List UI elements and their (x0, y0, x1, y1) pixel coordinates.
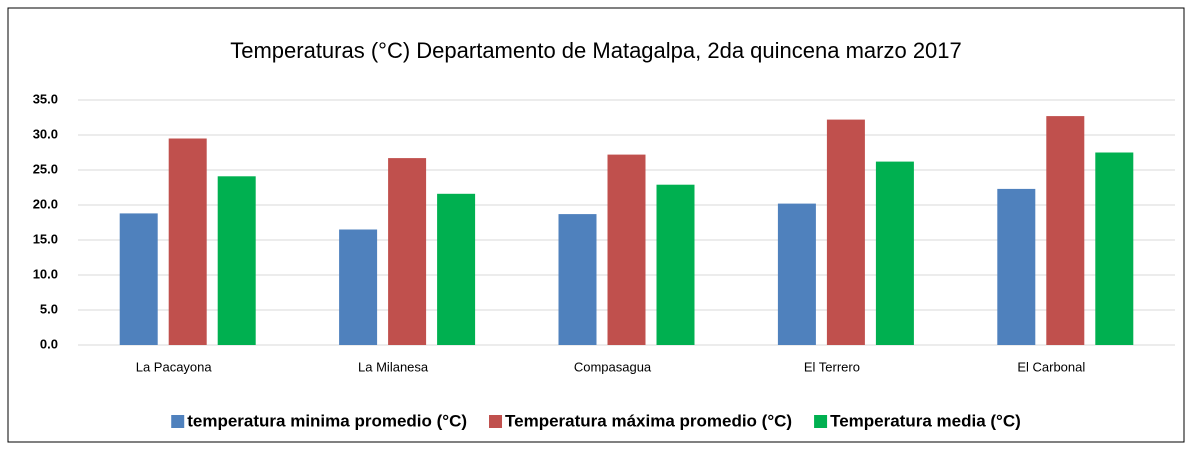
legend-item: Temperatura media (°C) (814, 411, 1021, 430)
y-tick-label: 10.0 (33, 266, 58, 281)
bar (437, 193, 476, 345)
y-tick-label: 35.0 (33, 91, 58, 106)
bar (777, 203, 816, 345)
y-tick-label: 15.0 (33, 231, 58, 246)
legend-swatch (489, 415, 503, 428)
legend-swatch (171, 415, 185, 428)
bar (339, 229, 378, 345)
x-tick-label: Compasagua (574, 359, 652, 374)
bar (656, 184, 695, 345)
chart-title: Temperaturas (°C) Departamento de Mataga… (230, 38, 962, 63)
x-tick-label: El Terrero (804, 359, 860, 374)
bar (217, 176, 256, 345)
bar (1095, 152, 1134, 345)
y-tick-label: 0.0 (40, 336, 58, 351)
x-tick-label: El Carbonal (1017, 359, 1085, 374)
legend-item: temperatura minima promedio (°C) (171, 411, 467, 430)
bar (875, 161, 914, 345)
y-tick-label: 20.0 (33, 196, 58, 211)
bar (388, 158, 427, 345)
bar (826, 119, 865, 345)
legend-label: temperatura minima promedio (°C) (187, 411, 467, 430)
y-tick-label: 25.0 (33, 161, 58, 176)
legend-label: Temperatura máxima promedio (°C) (505, 411, 792, 430)
y-tick-label: 5.0 (40, 301, 58, 316)
legend-item: Temperatura máxima promedio (°C) (489, 411, 792, 430)
legend-label: Temperatura media (°C) (830, 411, 1021, 430)
bar (119, 213, 158, 345)
x-tick-label: La Pacayona (136, 359, 213, 374)
bar (1046, 116, 1085, 345)
legend-swatch (814, 415, 828, 428)
bar (997, 188, 1036, 345)
bar (168, 138, 207, 345)
x-tick-label: La Milanesa (358, 359, 429, 374)
bar (558, 214, 597, 345)
y-tick-label: 30.0 (33, 126, 58, 141)
bar (607, 154, 646, 345)
